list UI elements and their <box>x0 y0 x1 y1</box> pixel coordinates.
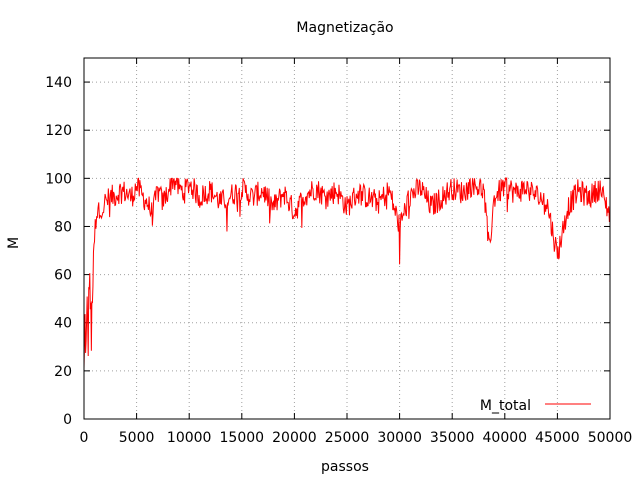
legend-label-m-total: M_total <box>480 398 531 414</box>
plot-frame <box>83 57 611 420</box>
x-tick-label: 20000 <box>272 430 317 446</box>
x-tick-label: 5000 <box>119 430 155 446</box>
x-tick-label: 25000 <box>325 430 370 446</box>
x-axis-title: passos <box>321 459 369 475</box>
x-tick-label: 10000 <box>167 430 212 446</box>
series-layer <box>84 176 610 369</box>
y-tick-label: 20 <box>54 364 72 380</box>
y-tick-label: 40 <box>54 316 72 332</box>
x-tick-label: 30000 <box>377 430 422 446</box>
series-line-m-total <box>84 176 610 369</box>
x-tick-label: 40000 <box>483 430 528 446</box>
y-tick-label: 100 <box>45 171 72 187</box>
tick-labels: 0 20 40 60 80 100 120 140 0 5000 10000 15000 20000 25… <box>45 75 632 446</box>
y-tick-label: 60 <box>54 268 72 284</box>
x-tick-label: 50000 <box>588 430 633 446</box>
grid-lines <box>84 58 610 419</box>
x-tick-label: 0 <box>80 430 89 446</box>
y-tick-label: 120 <box>45 123 72 139</box>
legend: M_total <box>480 398 591 414</box>
y-tick-label: 140 <box>45 75 72 91</box>
y-axis-title: M <box>6 237 22 249</box>
y-tick-label: 0 <box>63 412 72 428</box>
x-tick-label: 15000 <box>220 430 265 446</box>
x-tick-label: 45000 <box>535 430 580 446</box>
y-tick-label: 80 <box>54 219 72 235</box>
x-tick-label: 35000 <box>430 430 475 446</box>
chart-title: Magnetização <box>296 20 393 36</box>
